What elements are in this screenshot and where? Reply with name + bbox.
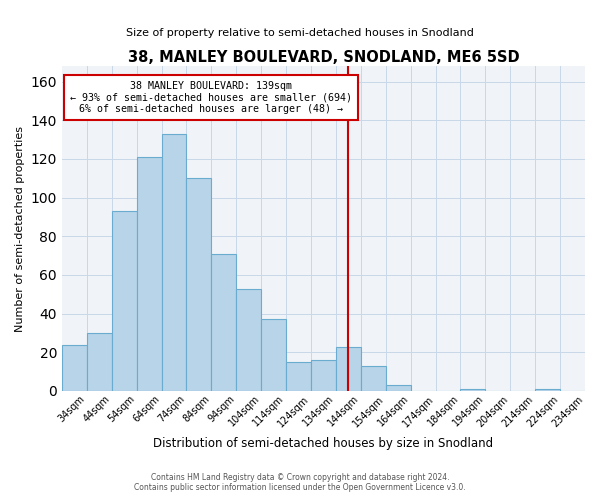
Bar xyxy=(87,333,112,391)
Text: Contains HM Land Registry data © Crown copyright and database right 2024.
Contai: Contains HM Land Registry data © Crown c… xyxy=(134,473,466,492)
Bar xyxy=(211,254,236,391)
Bar xyxy=(236,288,261,391)
Bar xyxy=(535,389,560,391)
Bar xyxy=(311,360,336,391)
Bar xyxy=(286,362,311,391)
Title: 38, MANLEY BOULEVARD, SNODLAND, ME6 5SD: 38, MANLEY BOULEVARD, SNODLAND, ME6 5SD xyxy=(128,50,519,65)
Y-axis label: Number of semi-detached properties: Number of semi-detached properties xyxy=(15,126,25,332)
Bar xyxy=(137,157,161,391)
Bar xyxy=(62,344,87,391)
Text: Size of property relative to semi-detached houses in Snodland: Size of property relative to semi-detach… xyxy=(126,28,474,38)
Text: 38 MANLEY BOULEVARD: 139sqm
← 93% of semi-detached houses are smaller (694)
6% o: 38 MANLEY BOULEVARD: 139sqm ← 93% of sem… xyxy=(70,80,352,114)
X-axis label: Distribution of semi-detached houses by size in Snodland: Distribution of semi-detached houses by … xyxy=(154,437,494,450)
Bar xyxy=(261,320,286,391)
Bar xyxy=(386,385,410,391)
Bar xyxy=(187,178,211,391)
Bar xyxy=(161,134,187,391)
Bar xyxy=(336,346,361,391)
Bar xyxy=(460,389,485,391)
Bar xyxy=(361,366,386,391)
Bar xyxy=(112,211,137,391)
